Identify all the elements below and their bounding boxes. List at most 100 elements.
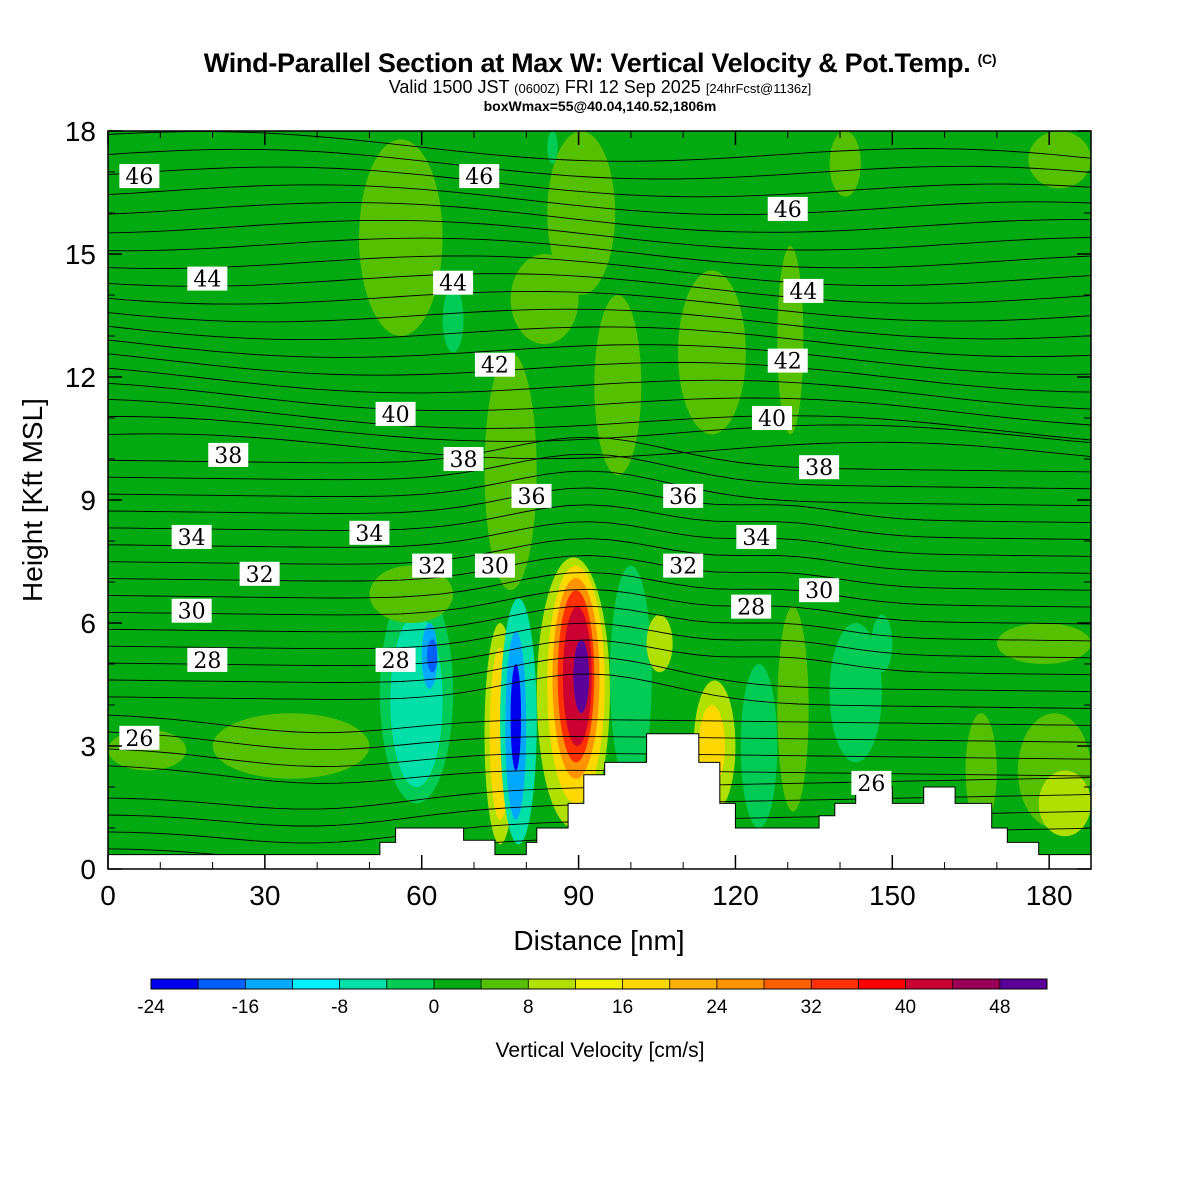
theta-label-text: 28: [382, 649, 410, 674]
colorbar-tick-label: 48: [989, 997, 1010, 1018]
theta-label: 34: [349, 520, 390, 547]
theta-contour: [108, 367, 1091, 410]
vertical-velocity-cell: [212, 713, 370, 779]
colorbar-tick-label: 0: [429, 997, 440, 1018]
theta-label: 46: [459, 164, 500, 190]
theta-contour: [108, 148, 1091, 180]
x-tick-label: 0: [100, 880, 116, 911]
theta-label: 46: [119, 164, 160, 190]
plot-area: 46 46 46 44 44 44 42 42 40 40 38 38 38 36 36 34 34 34 32 32…: [108, 131, 1091, 869]
y-tick-label: 15: [65, 239, 96, 270]
colorbar-swatch: [716, 979, 765, 989]
theta-label-text: 40: [758, 407, 786, 432]
theta-label: 34: [171, 524, 212, 551]
theta-label: 30: [171, 598, 212, 625]
colorbar-tick-label: -24: [137, 997, 165, 1018]
vertical-velocity-cell: [442, 286, 464, 353]
vertical-velocity-cell: [547, 131, 558, 164]
theta-label-text: 30: [481, 555, 509, 580]
theta-contour: [108, 521, 1091, 557]
chart-title: Wind-Parallel Section at Max W: Vertical…: [0, 44, 1200, 78]
valid-time-line: Valid 1500 JST (0600Z) FRI 12 Sep 2025 […: [0, 78, 1200, 98]
theta-contour: [108, 588, 1091, 625]
theta-label: 44: [783, 278, 824, 305]
theta-contour: [108, 731, 1091, 751]
theta-contour: [108, 325, 1091, 358]
theta-label: 30: [474, 553, 515, 580]
theta-contour: [108, 571, 1091, 608]
box-wmax-info: boxWmax=55@40.04,140.52,1806m: [483, 98, 717, 114]
theta-contour: [108, 436, 1091, 473]
x-tick-label: 60: [406, 880, 437, 911]
colorbar-swatch: [575, 979, 624, 989]
potential-temperature-contours: [108, 131, 1091, 861]
theta-contour: [108, 639, 1091, 676]
theta-label-text: 42: [481, 354, 509, 379]
theta-label: 26: [851, 770, 892, 797]
vertical-velocity-cell: [358, 139, 443, 336]
theta-label: 38: [799, 455, 840, 481]
theta-contour: [108, 504, 1091, 540]
colorbar-swatch: [999, 979, 1048, 989]
colorbar-swatch: [858, 979, 907, 989]
colorbar: -24 -16 -8 0 8 16 24 32 40 48: [137, 978, 1048, 1018]
x-tick-label: 150: [869, 880, 916, 911]
theta-label: 46: [767, 196, 808, 223]
chart-title-text: Wind-Parallel Section at Max W: Vertical…: [203, 48, 971, 78]
theta-label-text: 38: [214, 444, 242, 469]
theta-label: 32: [412, 553, 453, 580]
theta-label-text: 34: [355, 522, 383, 547]
theta-contour: [108, 237, 1091, 269]
theta-label-text: 42: [774, 350, 802, 375]
vertical-velocity-cell: [829, 131, 861, 197]
vertical-velocity-cell: [777, 606, 809, 812]
vertical-velocity-cell: [484, 352, 537, 591]
colorbar-swatch: [622, 979, 671, 989]
vertical-velocity-cell: [677, 270, 746, 435]
theta-label-text: 32: [418, 555, 446, 580]
theta-label: 30: [799, 578, 840, 604]
theta-contour: [108, 416, 1091, 444]
theta-label: 36: [663, 483, 704, 510]
theta-label: 40: [375, 401, 416, 428]
theta-label-text: 36: [669, 485, 697, 510]
colorbar-swatch: [198, 979, 246, 989]
vertical-velocity-cell: [829, 623, 882, 763]
x-tick-label: 90: [563, 880, 594, 911]
colorbar-swatch: [386, 979, 435, 989]
theta-contour: [108, 398, 1091, 441]
theta-label-text: 38: [450, 448, 478, 473]
colorbar-tick-label: -16: [232, 997, 259, 1018]
theta-label-text: 28: [193, 649, 221, 674]
theta-label: 32: [663, 553, 704, 580]
vertical-velocity-cell: [510, 664, 522, 771]
vertical-velocity-cell: [1028, 131, 1091, 189]
vertical-velocity-cell: [965, 713, 997, 828]
colorbar-swatch: [952, 979, 1001, 989]
theta-label: 32: [239, 561, 280, 588]
x-tick-label: 30: [249, 880, 280, 911]
theta-contour: [108, 290, 1091, 322]
colorbar-swatch: [811, 979, 859, 989]
theta-contour: [108, 131, 1091, 162]
theta-label-text: 32: [246, 563, 274, 588]
theta-contour: [108, 382, 1091, 426]
valid-utc: (0600Z): [514, 81, 560, 96]
theta-label: 38: [208, 442, 249, 469]
theta-label-text: 46: [465, 165, 493, 190]
vertical-velocity-cell: [996, 623, 1091, 664]
theta-contour: [108, 605, 1091, 642]
theta-label-text: 44: [193, 268, 221, 293]
valid-time: Valid 1500 JST: [388, 77, 510, 97]
theta-label: 28: [731, 594, 772, 621]
vertical-velocity-cell: [594, 295, 642, 476]
y-tick-label: 12: [65, 362, 96, 393]
theta-label: 28: [375, 647, 416, 674]
y-tick-label: 3: [80, 731, 96, 762]
colorbar-swatch: [905, 979, 954, 989]
theta-contour: [108, 184, 1091, 215]
theta-contour: [108, 166, 1091, 198]
theta-contour: [108, 273, 1091, 304]
theta-label-text: 26: [125, 727, 153, 752]
